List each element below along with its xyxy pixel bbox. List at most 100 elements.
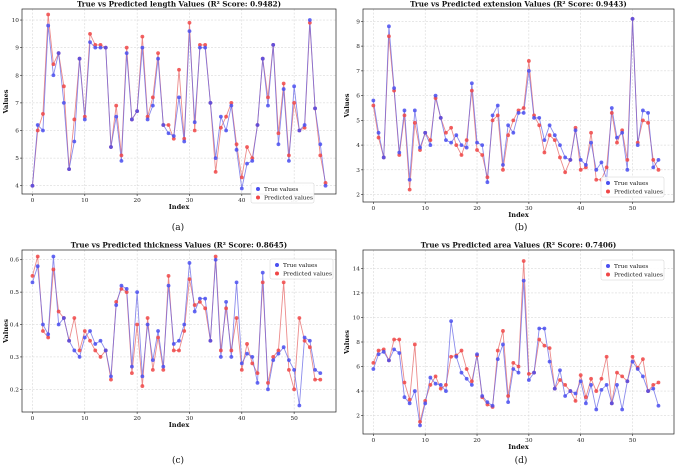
true-data-point	[103, 45, 108, 50]
predicted-data-point	[72, 316, 77, 320]
predicted-data-point	[376, 135, 381, 140]
true-data-point	[41, 322, 45, 327]
true-data-point	[615, 383, 619, 387]
legend-predicted-label: Predicted values	[283, 272, 332, 278]
true-data-point	[255, 380, 260, 385]
true-data-point	[51, 254, 56, 259]
predicted-data-point	[469, 88, 474, 93]
predicted-data-point	[61, 84, 66, 89]
true-data-point	[480, 143, 485, 147]
true-data-point	[501, 162, 505, 167]
true-data-point	[140, 45, 145, 50]
predicted-data-point	[130, 371, 134, 376]
predicted-data-point	[245, 145, 249, 149]
panel-caption: (c)	[172, 455, 184, 466]
legend-predicted-marker	[606, 189, 610, 194]
y-tick-label: 0.4	[10, 323, 20, 329]
predicted-data-point	[51, 267, 56, 272]
predicted-data-point	[625, 158, 630, 162]
true-data-point	[573, 128, 578, 133]
predicted-data-point	[292, 100, 297, 105]
x-tick-label: 40	[577, 206, 585, 212]
true-data-point	[423, 401, 428, 406]
predicted-data-point	[166, 274, 171, 278]
legend-box	[600, 176, 665, 198]
true-data-point	[516, 370, 521, 375]
predicted-data-point	[537, 123, 542, 128]
x-tick-label: 40	[238, 198, 246, 204]
true-data-point	[166, 283, 171, 288]
legend-predicted-label: Predicted values	[614, 190, 663, 196]
true-data-point	[547, 359, 552, 364]
true-data-point	[630, 359, 635, 364]
true-data-point	[506, 400, 511, 405]
x-axis-label: Index	[508, 211, 529, 219]
legend-true-label: True values	[614, 181, 648, 187]
true-data-point	[302, 335, 307, 340]
true-data-point	[407, 401, 412, 406]
predicted-data-point	[135, 322, 140, 327]
predicted-data-point	[526, 59, 531, 63]
true-data-point	[166, 131, 171, 136]
legend-box	[600, 259, 665, 281]
predicted-data-point	[213, 170, 218, 174]
chart-title: True vs Predicted area Values (R² Score:…	[421, 241, 617, 250]
predicted-data-point	[171, 136, 176, 141]
predicted-data-point	[287, 367, 291, 372]
y-tick-label: 6	[356, 94, 360, 100]
true-data-point	[72, 139, 77, 144]
true-data-point	[537, 115, 542, 120]
true-data-point	[532, 370, 536, 375]
true-data-point	[307, 338, 312, 343]
predicted-data-point	[537, 337, 542, 342]
true-data-point	[511, 130, 516, 135]
true-data-point	[449, 319, 454, 324]
predicted-data-point	[521, 259, 526, 263]
legend-true-marker	[256, 187, 260, 191]
predicted-data-point	[651, 158, 656, 162]
predicted-data-point	[51, 62, 56, 67]
predicted-data-point	[203, 42, 208, 47]
true-data-point	[428, 375, 433, 380]
true-data-point	[82, 335, 87, 340]
true-data-point	[245, 351, 249, 356]
predicted-data-point	[239, 175, 244, 180]
true-data-point	[208, 100, 213, 105]
true-data-point	[578, 379, 583, 384]
x-tick-label: 30	[525, 438, 533, 444]
true-data-point	[234, 280, 239, 285]
predicted-data-point	[402, 113, 407, 118]
predicted-data-point	[98, 42, 103, 47]
predicted-data-point	[281, 280, 286, 285]
x-tick-label: 20	[133, 198, 141, 204]
predicted-data-point	[198, 42, 202, 47]
true-data-point	[260, 56, 265, 61]
true-data-point	[313, 367, 317, 372]
legend-predicted-marker	[606, 272, 610, 277]
true-data-point	[182, 139, 187, 144]
true-data-point	[558, 368, 562, 373]
predicted-data-point	[124, 290, 129, 295]
predicted-data-point	[213, 254, 218, 259]
true-data-point	[392, 86, 396, 91]
true-data-point	[109, 374, 113, 379]
predicted-data-point	[428, 383, 433, 387]
true-data-point	[438, 115, 443, 120]
predicted-data-point	[140, 34, 145, 39]
true-data-point	[511, 367, 516, 371]
true-data-point	[187, 261, 192, 265]
true-data-point	[376, 352, 381, 357]
predicted-data-point	[250, 156, 255, 161]
predicted-data-point	[495, 348, 500, 353]
predicted-data-point	[150, 95, 155, 100]
plot-frame	[21, 249, 337, 413]
x-tick-label: 10	[81, 416, 89, 422]
y-tick-label: 8	[15, 73, 19, 79]
x-tick-label: 30	[525, 206, 533, 212]
true-data-point	[67, 338, 71, 343]
predicted-data-point	[287, 153, 291, 158]
true-data-point	[130, 117, 134, 122]
true-data-point	[145, 117, 150, 122]
true-data-point	[61, 100, 66, 105]
predicted-data-point	[371, 360, 376, 365]
